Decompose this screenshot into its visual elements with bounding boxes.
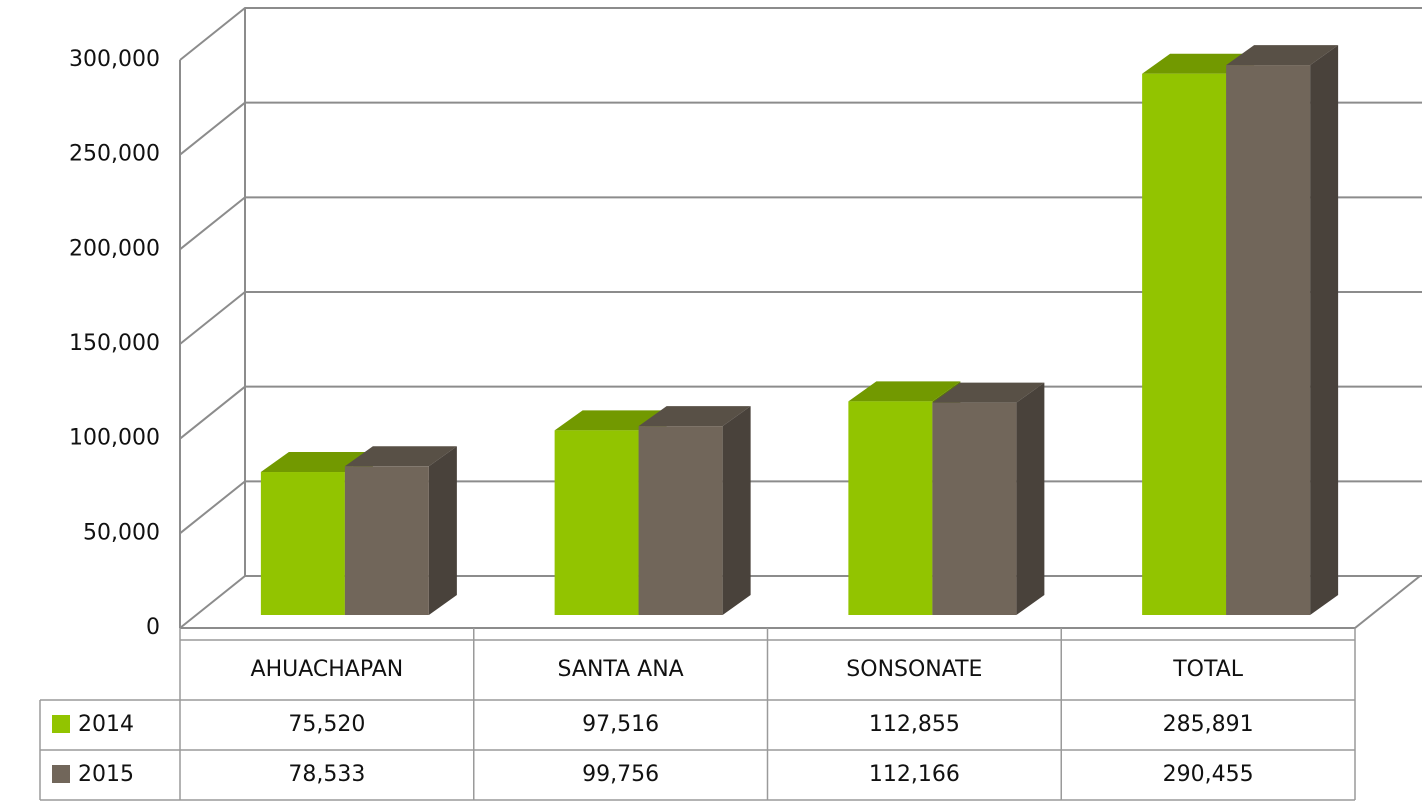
- data-label: 112,855: [869, 712, 960, 737]
- data-label: 290,455: [1163, 762, 1254, 787]
- bar: [344, 466, 429, 615]
- bar: [1142, 73, 1227, 616]
- bar-top: [1226, 45, 1339, 66]
- y-tick-label: 250,000: [69, 142, 160, 167]
- data-label: 99,756: [582, 762, 659, 787]
- bar: [638, 426, 723, 615]
- bar: [260, 472, 345, 615]
- data-label: 78,533: [288, 762, 365, 787]
- legend-swatch: [52, 715, 70, 733]
- bar-side: [428, 446, 457, 615]
- x-tick-label: AHUACHAPAN: [251, 657, 404, 682]
- bar: [554, 430, 639, 615]
- bar-top: [344, 446, 457, 467]
- legend-label: 2014: [78, 712, 134, 737]
- data-label: 112,166: [869, 762, 960, 787]
- x-tick-label: TOTAL: [1172, 657, 1244, 682]
- grid-line: [179, 291, 1422, 345]
- bar-top: [848, 381, 961, 402]
- bar-side: [722, 406, 751, 615]
- x-tick-label: SANTA ANA: [558, 657, 684, 682]
- y-tick-label: 150,000: [69, 331, 160, 356]
- grid-line: [179, 101, 1422, 156]
- y-tick-label: 300,000: [69, 47, 160, 72]
- bar-top: [554, 410, 667, 431]
- legend-swatch: [52, 765, 70, 783]
- y-tick-label: 50,000: [83, 520, 160, 545]
- legend-label: 2015: [78, 762, 134, 787]
- bar: [1226, 65, 1311, 615]
- data-label: 75,520: [288, 712, 365, 737]
- y-tick-label: 0: [146, 615, 160, 640]
- bar-side: [1310, 45, 1339, 616]
- y-tick-label: 100,000: [69, 426, 160, 451]
- bar-top: [638, 406, 751, 427]
- bar: [848, 401, 933, 615]
- bar-top: [932, 382, 1045, 403]
- bar: [932, 402, 1017, 615]
- data-label: 97,516: [582, 712, 659, 737]
- grid-line: [179, 7, 1422, 61]
- bar-side: [1016, 382, 1045, 615]
- data-label: 285,891: [1163, 712, 1254, 737]
- grid-line: [179, 196, 1422, 251]
- y-tick-label: 200,000: [69, 236, 160, 261]
- x-tick-label: SONSONATE: [846, 657, 982, 682]
